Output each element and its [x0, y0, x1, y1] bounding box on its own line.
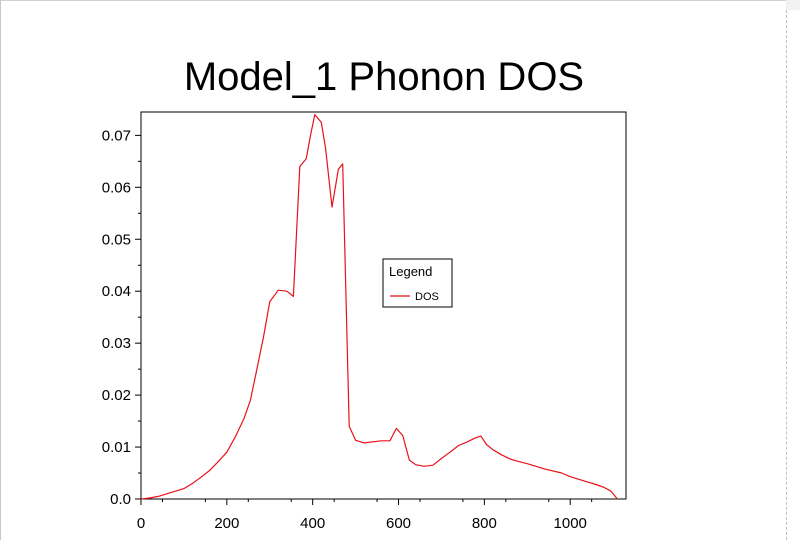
- chart-title: Model_1 Phonon DOS: [184, 55, 584, 99]
- y-axis: 0.0 0.01 0.02 0.03 0.04 0.05 0.06 0.07: [102, 127, 141, 508]
- series-line-dos: [140, 114, 618, 500]
- window-left-edge: [0, 0, 1, 540]
- y-tick-label: 0.01: [102, 439, 131, 456]
- legend-box: [382, 258, 453, 308]
- y-tick-label: 0.02: [102, 387, 131, 404]
- legend-title: Legend: [389, 264, 432, 279]
- legend: Legend DOS: [382, 258, 453, 308]
- x-tick-label: 600: [386, 515, 411, 532]
- y-tick-label: 0.05: [102, 231, 131, 248]
- window-top-edge: [0, 0, 786, 1]
- y-tick-label: 0.04: [102, 283, 131, 300]
- y-tick-label: 0.0: [110, 491, 131, 508]
- y-tick-label: 0.07: [102, 127, 131, 144]
- page-boundary-line: [786, 0, 787, 540]
- x-tick-label: 1000: [554, 515, 587, 532]
- x-axis: 0 200 400 600 800 1000: [137, 499, 593, 532]
- legend-entry-dos: DOS: [415, 291, 439, 303]
- x-tick-label: 800: [472, 515, 497, 532]
- y-tick-label: 0.03: [102, 335, 131, 352]
- plot-area-frame: [140, 111, 627, 500]
- x-tick-label: 0: [137, 515, 145, 532]
- window-corner: [786, 0, 800, 10]
- x-tick-label: 200: [214, 515, 239, 532]
- x-tick-label: 400: [300, 515, 325, 532]
- y-tick-label: 0.06: [102, 179, 131, 196]
